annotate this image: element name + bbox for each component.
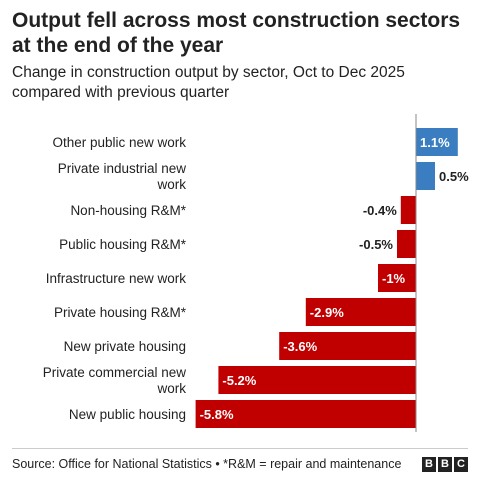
bar xyxy=(378,264,416,292)
bar xyxy=(279,332,416,360)
value-label: 0.5% xyxy=(439,169,469,184)
value-label: -0.4% xyxy=(363,203,397,218)
bar xyxy=(195,400,416,428)
value-label: -3.6% xyxy=(283,339,317,354)
category-label: New private housing xyxy=(64,339,186,354)
value-label: -5.8% xyxy=(200,407,234,422)
value-label: -5.2% xyxy=(222,373,256,388)
category-label: Non-housing R&M* xyxy=(70,203,186,218)
value-label: -1% xyxy=(382,271,406,286)
bar xyxy=(416,162,435,190)
bbc-logo-letter: B xyxy=(438,457,452,472)
chart-subtitle: Change in construction output by sector,… xyxy=(12,64,405,101)
bbc-logo: B B C xyxy=(422,457,468,472)
bbc-logo-letter: B xyxy=(422,457,436,472)
bbc-logo-letter: C xyxy=(454,457,468,472)
bar xyxy=(400,196,416,224)
source-note: Source: Office for National Statistics •… xyxy=(12,457,402,471)
bar xyxy=(397,230,416,258)
bar xyxy=(416,128,458,156)
category-label: Private commercial new work xyxy=(43,365,187,396)
chart-title: Output fell across most construction sec… xyxy=(12,9,461,57)
category-label: Other public new work xyxy=(52,135,186,150)
category-label: Infrastructure new work xyxy=(46,271,187,286)
bar xyxy=(305,298,416,326)
bar xyxy=(218,366,416,394)
category-label: New public housing xyxy=(69,407,186,422)
bar-chart: Other public new work 1.1% Private industr… xyxy=(43,114,469,432)
category-label: Public housing R&M* xyxy=(59,237,187,252)
footer-divider xyxy=(12,448,468,449)
value-label: -2.9% xyxy=(310,305,344,320)
category-label: Private housing R&M* xyxy=(54,305,187,320)
value-label: 1.1% xyxy=(420,135,450,150)
value-label: -0.5% xyxy=(359,237,393,252)
category-label: Private industrial new work xyxy=(58,161,187,192)
